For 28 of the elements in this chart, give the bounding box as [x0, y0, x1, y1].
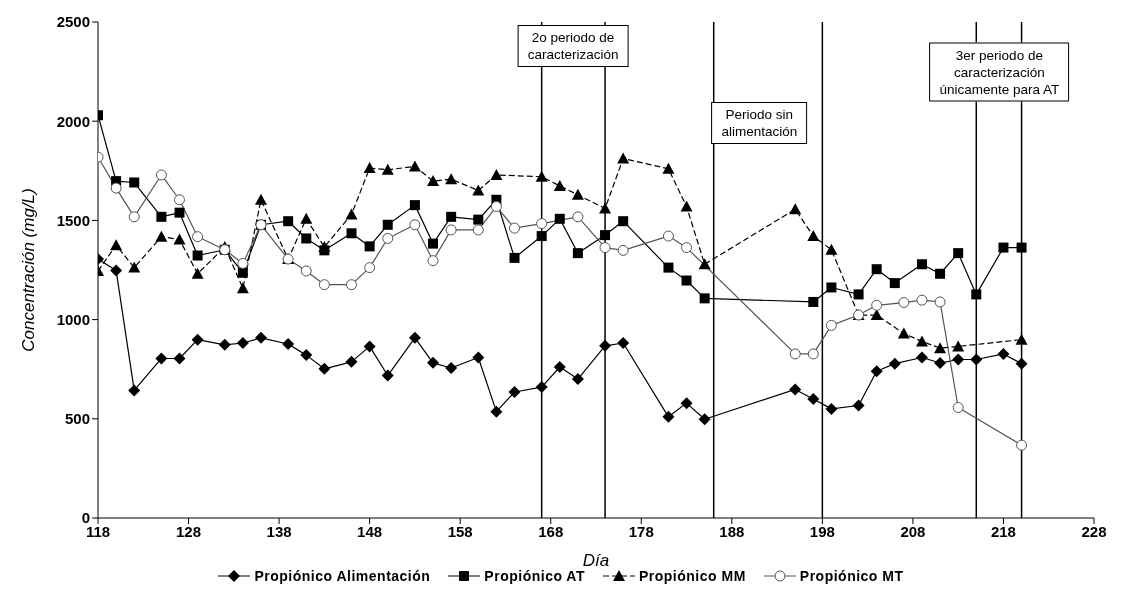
x-tick-label: 228	[1081, 522, 1107, 540]
x-tick-label: 178	[628, 522, 654, 540]
x-tick-label: 168	[538, 522, 564, 540]
x-tick-label: 158	[447, 522, 473, 540]
x-tick-label: 128	[176, 522, 202, 540]
text-box: Periodo sin alimentación	[711, 102, 808, 145]
x-axis-title: Día	[582, 551, 610, 570]
y-axis-title: Concentración (mg/L)	[19, 188, 39, 352]
legend-label: Propiónico Alimentación	[253, 568, 431, 584]
legend-label: Propiónico MT	[798, 568, 904, 584]
y-tick-label: 1500	[56, 211, 90, 229]
x-tick-label: 198	[809, 522, 835, 540]
annotation: 2o periodo de caracterización	[527, 28, 619, 63]
y-tick-label: 2000	[56, 112, 90, 130]
x-tick-label: 188	[719, 522, 745, 540]
x-tick-label: 218	[990, 522, 1016, 540]
legend-label: Propiónico AT	[483, 568, 585, 584]
y-tick-label: 1000	[56, 310, 90, 328]
x-tick-label: 148	[357, 522, 383, 540]
text-box: 2o periodo de caracterización	[517, 24, 629, 67]
text-box: 3er periodo de caracterización únicamente para AT	[929, 42, 1070, 102]
x-tick-label: 208	[900, 522, 926, 540]
x-tick-label: 138	[266, 522, 292, 540]
annotation: Periodo sin alimentación	[721, 106, 798, 141]
legend-label: Propiónico MM	[638, 568, 746, 584]
y-tick-label: 500	[64, 410, 90, 428]
annotation: 3er periodo de caracterización únicamente para AT	[939, 46, 1060, 98]
y-tick-label: 2500	[56, 13, 90, 31]
